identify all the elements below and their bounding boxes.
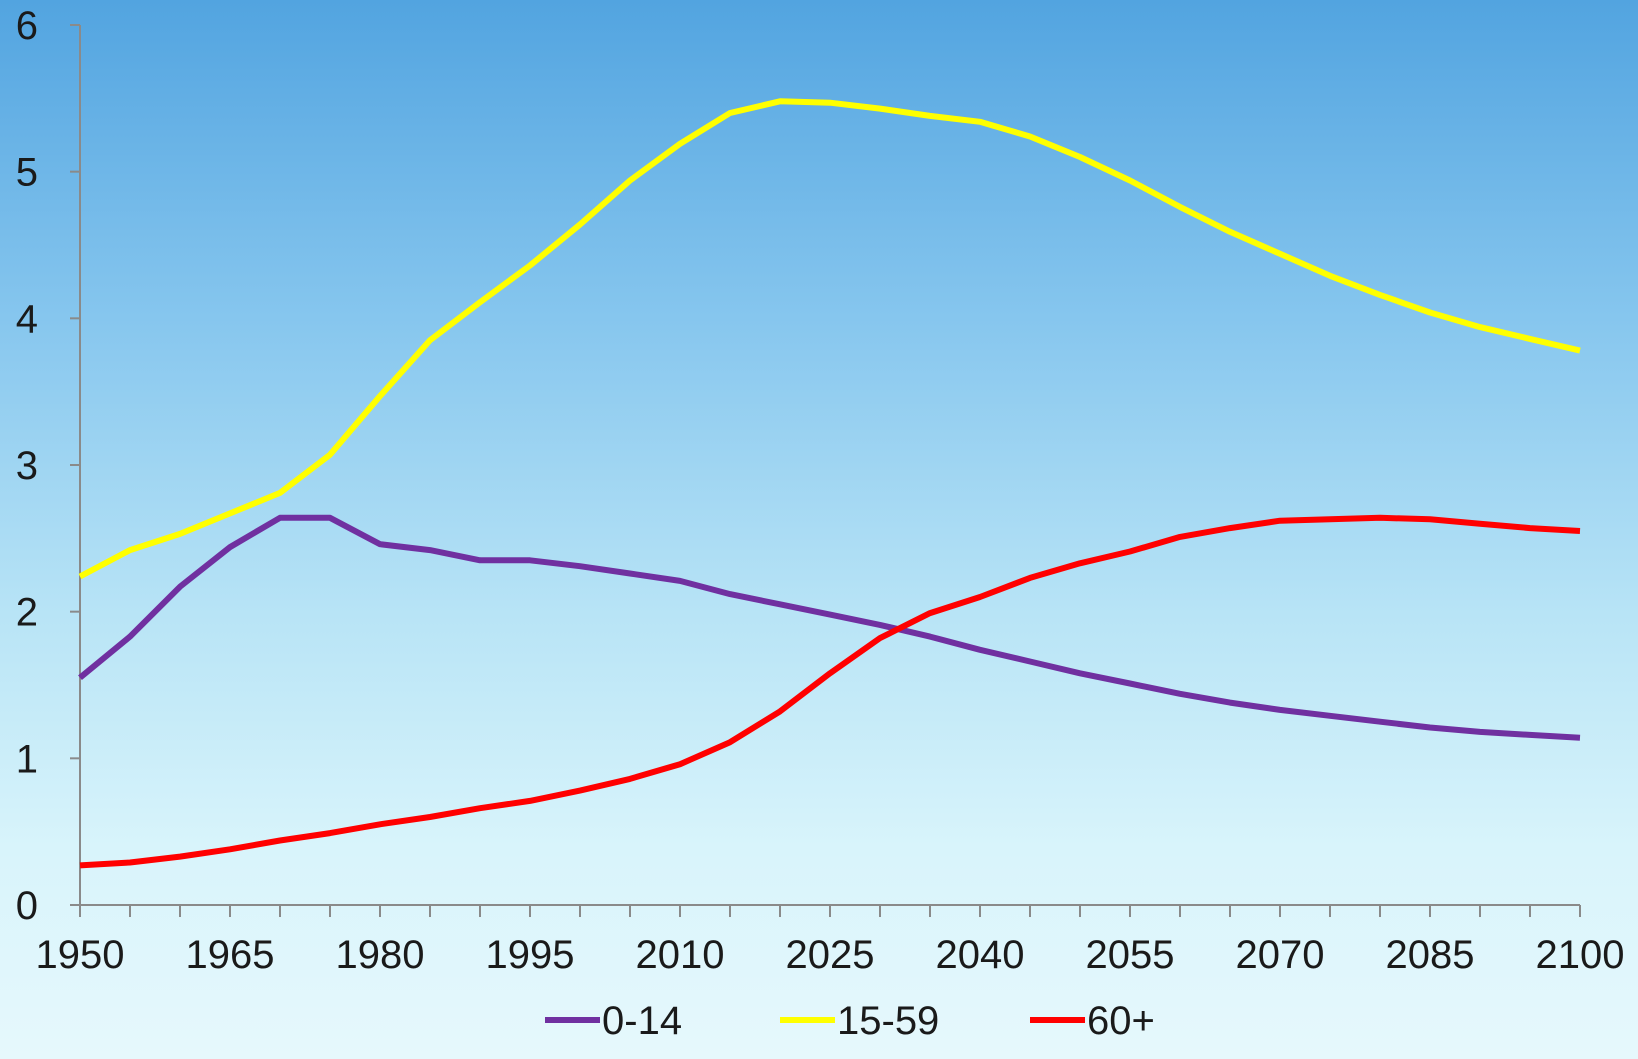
series-layer (78, 98, 1581, 869)
x-tick-label: 2070 (1236, 933, 1325, 977)
legend: 0-14 15-59 60+ (545, 999, 1155, 1043)
y-tick-label: 6 (16, 4, 38, 48)
y-tick-label: 1 (16, 737, 38, 781)
x-tick-label: 2025 (786, 933, 875, 977)
x-tick-label: 1995 (486, 933, 575, 977)
y-tick-label: 0 (16, 884, 38, 928)
y-axis: 0 1 2 3 4 5 6 (16, 4, 81, 928)
x-tick-label: 1965 (186, 933, 275, 977)
x-tick-label: 1980 (336, 933, 425, 977)
x-tick-label: 2010 (636, 933, 725, 977)
y-tick-label: 5 (16, 151, 38, 195)
x-tick-label: 2040 (936, 933, 1025, 977)
x-tick-label: 2055 (1086, 933, 1175, 977)
series-line-0-14 (78, 514, 1581, 741)
series-line-15-59 (78, 98, 1581, 580)
y-tick-label: 3 (16, 444, 38, 488)
y-tick-label: 4 (16, 297, 38, 341)
legend-item: 0-14 (545, 999, 682, 1043)
legend-label: 60+ (1087, 999, 1155, 1043)
legend-item: 15-59 (780, 999, 939, 1043)
legend-label: 15-59 (837, 999, 939, 1043)
x-tick-label: 1950 (36, 933, 125, 977)
legend-label: 0-14 (602, 999, 682, 1043)
legend-item: 60+ (1030, 999, 1155, 1043)
x-axis: 1950 1965 1980 1995 2010 2025 2040 2055 2070 2085… (36, 904, 1625, 977)
x-tick-label: 2085 (1386, 933, 1475, 977)
x-tick-label: 2100 (1536, 933, 1625, 977)
y-tick-label: 2 (16, 591, 38, 635)
series-line-60+ (79, 514, 1581, 869)
